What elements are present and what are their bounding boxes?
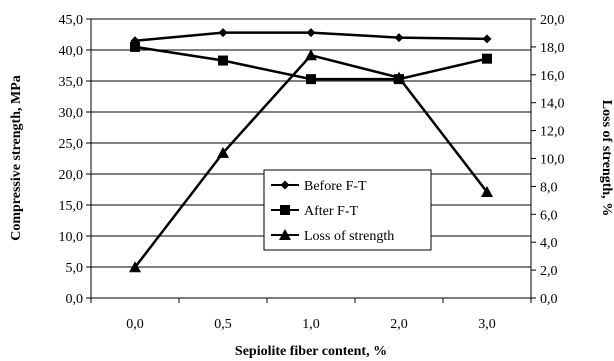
right-axis: 0,0 2,0 4,0 6,0 8,0 10,0 12,0 14,0 16,0 18,0 20,0 (531, 13, 565, 307)
y2-axis-title: Loss of strength, % (599, 100, 614, 216)
y2-tick-label: 4,0 (540, 236, 558, 251)
y2-tick-label: 14,0 (540, 97, 565, 112)
y2-tick-label: 10,0 (540, 153, 565, 168)
left-axis: 0,0 5,0 10,0 15,0 20,0 25,0 30,0 35,0 40,0 45,0 (59, 13, 91, 307)
legend-label: Before F-T (304, 179, 367, 194)
series-layer (129, 28, 493, 273)
data-point (130, 41, 140, 52)
y2-tick-label: 6,0 (540, 208, 558, 223)
y-tick-label: 0,0 (66, 292, 84, 307)
y2-tick-label: 0,0 (540, 292, 558, 307)
legend-item: After F-T (271, 204, 358, 219)
x-tick-label: 0,5 (214, 317, 232, 332)
y-tick-label: 45,0 (59, 13, 84, 28)
data-point (305, 49, 317, 61)
y-tick-label: 40,0 (59, 44, 84, 59)
y-tick-label: 10,0 (59, 230, 84, 245)
legend-marker (279, 229, 291, 240)
y-tick-label: 35,0 (59, 75, 84, 90)
x-tick-label: 1,0 (302, 317, 320, 332)
data-point (217, 146, 229, 158)
series-diamond (130, 28, 492, 46)
y2-tick-label: 20,0 (540, 13, 565, 28)
y-tick-label: 25,0 (59, 137, 84, 152)
data-point (306, 28, 316, 38)
data-point (218, 55, 228, 66)
y-axis-title: Compressive strength, MPa (9, 75, 24, 241)
y-tick-label: 5,0 (66, 261, 84, 276)
y2-tick-label: 12,0 (540, 125, 565, 140)
data-point (482, 34, 492, 44)
y2-tick-label: 18,0 (540, 41, 565, 56)
data-point (129, 261, 141, 273)
data-point (393, 71, 405, 83)
legend-label: After F-T (304, 204, 358, 219)
y2-tick-label: 8,0 (540, 180, 558, 195)
y-tick-label: 30,0 (59, 106, 84, 121)
x-axis: 0,0 0,5 1,0 2,0 3,0 (90, 298, 532, 332)
plot-area (90, 18, 532, 299)
y-tick-label: 15,0 (59, 199, 84, 214)
y2-tick-label: 16,0 (540, 69, 565, 84)
x-tick-label: 3,0 (478, 317, 496, 332)
x-tick-label: 2,0 (390, 317, 408, 332)
x-tick-label: 0,0 (126, 317, 144, 332)
legend-marker (280, 180, 290, 190)
data-point (306, 74, 316, 85)
data-point (481, 185, 493, 197)
series-triangle (129, 49, 493, 273)
x-axis-title: Sepiolite fiber content, % (235, 344, 387, 359)
legend: Before F-T After F-T Loss of strength (263, 169, 432, 251)
y-tick-label: 20,0 (59, 168, 84, 183)
data-point (482, 53, 492, 64)
y2-tick-label: 2,0 (540, 264, 558, 279)
data-point (394, 33, 404, 43)
legend-item: Before F-T (271, 179, 367, 194)
legend-label: Loss of strength (304, 229, 394, 244)
data-point (218, 28, 228, 38)
legend-item: Loss of strength (271, 229, 394, 244)
legend-marker (280, 205, 290, 215)
